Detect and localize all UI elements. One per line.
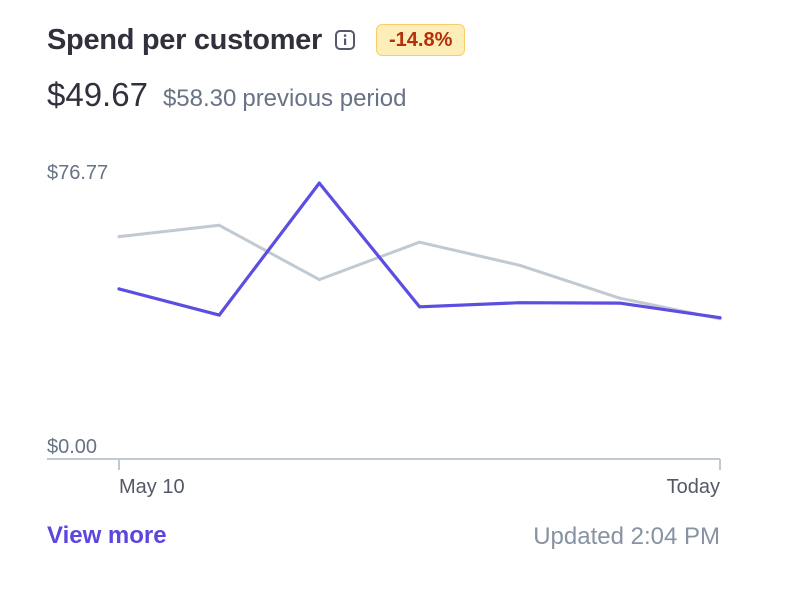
x-tick-label-end: Today xyxy=(667,476,720,498)
previous-series-point xyxy=(418,240,421,244)
previous-series-point xyxy=(117,235,121,239)
current-series-point xyxy=(518,301,522,305)
change-badge: -14.8% xyxy=(376,24,466,56)
current-series-point xyxy=(618,301,622,305)
view-more-link[interactable]: View more xyxy=(47,522,167,549)
current-series-point xyxy=(317,181,321,185)
y-tick-label-min: $0.00 xyxy=(47,436,97,458)
previous-series-point xyxy=(618,296,622,300)
current-series-point xyxy=(217,313,221,317)
series-layer xyxy=(117,181,722,321)
previous-series-point xyxy=(317,278,321,282)
card-title: Spend per customer xyxy=(47,23,322,56)
updated-timestamp: Updated 2:04 PM xyxy=(533,523,720,550)
current-series-point xyxy=(418,305,421,309)
previous-series-point xyxy=(217,223,221,227)
info-icon[interactable] xyxy=(334,29,356,51)
previous-series-point xyxy=(518,263,522,267)
previous-value: $58.30 xyxy=(162,85,237,112)
y-tick-label-max: $76.77 xyxy=(47,162,108,184)
current-series-line xyxy=(117,181,722,320)
x-tick-label-start: May 10 xyxy=(119,476,185,498)
current-series-point xyxy=(718,316,722,320)
current-series-point xyxy=(117,287,121,291)
card-header: Spend per customer -14.8% xyxy=(47,22,466,58)
current-value: $49.67 xyxy=(47,76,148,113)
previous-period-label: previous period xyxy=(242,85,407,112)
summary-values: $49.67 $58.30 previous period xyxy=(47,76,406,114)
